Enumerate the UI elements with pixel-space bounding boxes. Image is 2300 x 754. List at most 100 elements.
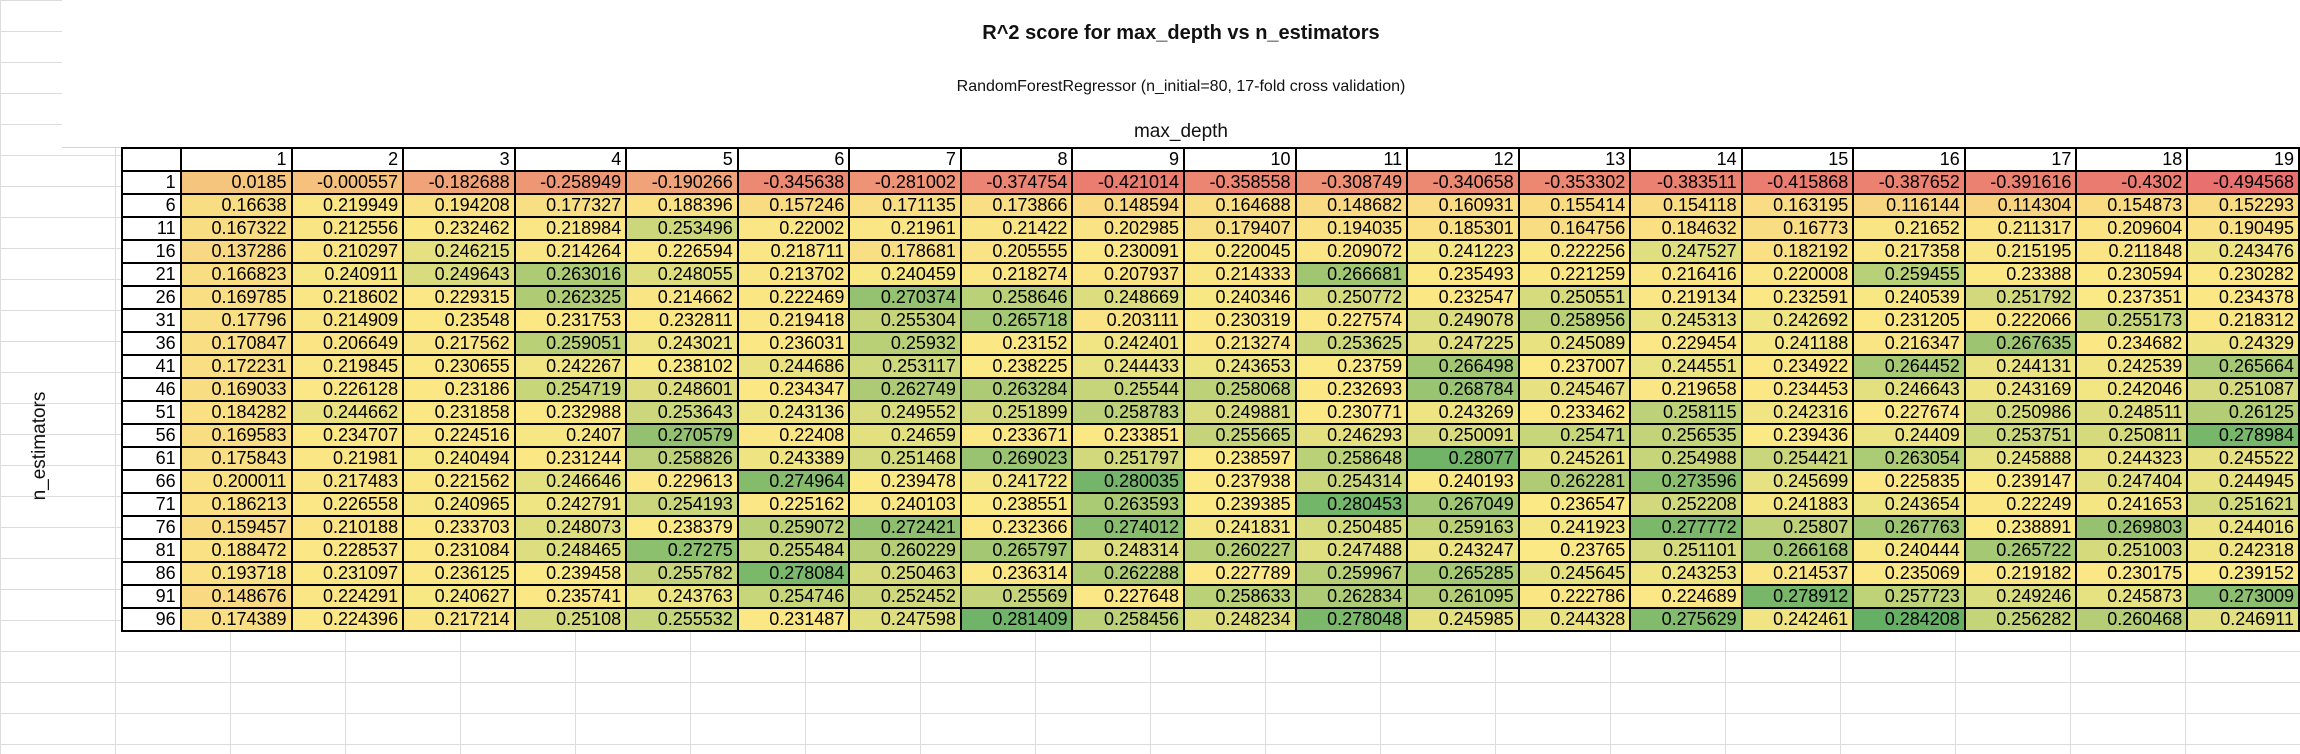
heatmap-cell[interactable]: 0.213274: [1183, 331, 1297, 356]
heatmap-cell[interactable]: 0.241223: [1406, 239, 1520, 264]
heatmap-cell[interactable]: 0.243247: [1406, 538, 1520, 563]
heatmap-cell[interactable]: 0.256282: [1963, 607, 2078, 632]
heatmap-cell[interactable]: -0.421014: [1071, 170, 1186, 195]
heatmap-cell[interactable]: 0.232462: [402, 216, 516, 241]
heatmap-cell[interactable]: 0.219949: [290, 193, 405, 218]
heatmap-cell[interactable]: 0.244323: [2075, 446, 2189, 471]
heatmap-cell[interactable]: 0.255484: [736, 538, 851, 563]
heatmap-cell[interactable]: 0.240911: [290, 262, 405, 287]
heatmap-cell[interactable]: 0.284208: [1852, 607, 1966, 632]
heatmap-cell[interactable]: 0.242539: [2075, 354, 2189, 379]
heatmap-cell[interactable]: 0.278984: [2186, 423, 2300, 448]
heatmap-cell[interactable]: 0.241831: [1183, 515, 1297, 540]
heatmap-cell[interactable]: 0.216347: [1852, 331, 1966, 356]
heatmap-cell[interactable]: 0.25471: [1517, 423, 1632, 448]
heatmap-cell[interactable]: 0.211848: [2075, 239, 2189, 264]
heatmap-cell[interactable]: 0.24409: [1852, 423, 1966, 448]
heatmap-cell[interactable]: 0.242692: [1740, 308, 1855, 333]
heatmap-cell[interactable]: 0.251797: [1071, 446, 1186, 471]
heatmap-cell[interactable]: -0.4302: [2075, 170, 2189, 195]
heatmap-cell[interactable]: 0.209072: [1294, 239, 1409, 264]
heatmap-cell[interactable]: 0.269803: [2075, 515, 2189, 540]
heatmap-cell[interactable]: 0.280035: [1071, 469, 1186, 494]
heatmap-cell[interactable]: 0.202985: [1071, 216, 1186, 241]
heatmap-cell[interactable]: 0.182192: [1740, 239, 1855, 264]
heatmap-cell[interactable]: 0.171135: [848, 193, 962, 218]
heatmap-cell[interactable]: 0.174389: [179, 607, 293, 632]
heatmap-cell[interactable]: 0.157246: [736, 193, 851, 218]
heatmap-cell[interactable]: 0.239385: [1183, 492, 1297, 517]
heatmap-cell[interactable]: 0.251101: [1629, 538, 1743, 563]
heatmap-cell[interactable]: 0.234707: [290, 423, 405, 448]
heatmap-cell[interactable]: 0.248669: [1071, 285, 1186, 310]
heatmap-cell[interactable]: 0.154118: [1629, 193, 1743, 218]
heatmap-cell[interactable]: 0.242318: [2186, 538, 2300, 563]
heatmap-cell[interactable]: 0.159457: [179, 515, 293, 540]
heatmap-cell[interactable]: 0.233462: [1517, 400, 1632, 425]
heatmap-cell[interactable]: 0.2407: [513, 423, 628, 448]
heatmap-cell[interactable]: 0.263054: [1852, 446, 1966, 471]
heatmap-cell[interactable]: 0.246911: [2186, 607, 2300, 632]
heatmap-cell[interactable]: 0.245873: [2075, 584, 2189, 609]
heatmap-cell[interactable]: 0.253751: [1963, 423, 2078, 448]
heatmap-cell[interactable]: 0.229613: [625, 469, 739, 494]
heatmap-cell[interactable]: 0.200011: [179, 469, 293, 494]
heatmap-cell[interactable]: 0.242791: [513, 492, 628, 517]
heatmap-cell[interactable]: 0.245888: [1963, 446, 2078, 471]
heatmap-cell[interactable]: 0.170847: [179, 331, 293, 356]
heatmap-cell[interactable]: 0.233851: [1071, 423, 1186, 448]
heatmap-cell[interactable]: 0.226594: [625, 239, 739, 264]
heatmap-cell[interactable]: 0.251087: [2186, 377, 2300, 402]
heatmap-cell[interactable]: 0.230771: [1294, 400, 1409, 425]
heatmap-cell[interactable]: 0.247404: [2075, 469, 2189, 494]
heatmap-cell[interactable]: 0.190495: [2186, 216, 2300, 241]
heatmap-cell[interactable]: 0.246293: [1294, 423, 1409, 448]
heatmap-cell[interactable]: -0.353302: [1517, 170, 1632, 195]
heatmap-cell[interactable]: 0.254988: [1629, 446, 1743, 471]
heatmap-cell[interactable]: 0.248511: [2075, 400, 2189, 425]
heatmap-cell[interactable]: 0.226558: [290, 492, 405, 517]
heatmap-cell[interactable]: 0.213702: [736, 262, 851, 287]
heatmap-cell[interactable]: 0.137286: [179, 239, 293, 264]
heatmap-cell[interactable]: 0.258648: [1294, 446, 1409, 471]
heatmap-cell[interactable]: 0.249881: [1183, 400, 1297, 425]
heatmap-cell[interactable]: 0.238551: [959, 492, 1074, 517]
heatmap-cell[interactable]: 0.234378: [2186, 285, 2300, 310]
heatmap-cell[interactable]: 0.21961: [848, 216, 962, 241]
heatmap-cell[interactable]: 0.184632: [1629, 216, 1743, 241]
heatmap-cell[interactable]: 0.23548: [402, 308, 516, 333]
heatmap-cell[interactable]: 0.23759: [1294, 354, 1409, 379]
heatmap-cell[interactable]: 0.114304: [1963, 193, 2078, 218]
heatmap-cell[interactable]: 0.231487: [736, 607, 851, 632]
heatmap-cell[interactable]: 0.258646: [959, 285, 1074, 310]
heatmap-cell[interactable]: 0.252452: [848, 584, 962, 609]
heatmap-cell[interactable]: 0.260227: [1183, 538, 1297, 563]
heatmap-cell[interactable]: 0.245261: [1517, 446, 1632, 471]
heatmap-cell[interactable]: 0.258068: [1183, 377, 1297, 402]
heatmap-cell[interactable]: 0.278084: [736, 561, 851, 586]
heatmap-cell[interactable]: 0.22249: [1963, 492, 2078, 517]
heatmap-cell[interactable]: -0.258949: [513, 170, 628, 195]
heatmap-cell[interactable]: 0.220045: [1183, 239, 1297, 264]
heatmap-cell[interactable]: 0.264452: [1852, 354, 1966, 379]
heatmap-cell[interactable]: 0.25807: [1740, 515, 1855, 540]
heatmap-cell[interactable]: 0.275629: [1629, 607, 1743, 632]
heatmap-cell[interactable]: 0.249552: [848, 400, 962, 425]
heatmap-cell[interactable]: 0.248314: [1071, 538, 1186, 563]
heatmap-cell[interactable]: 0.240539: [1852, 285, 1966, 310]
heatmap-cell[interactable]: 0.235741: [513, 584, 628, 609]
heatmap-cell[interactable]: 0.207937: [1071, 262, 1186, 287]
heatmap-cell[interactable]: 0.259072: [736, 515, 851, 540]
heatmap-cell[interactable]: 0.265718: [959, 308, 1074, 333]
heatmap-cell[interactable]: 0.221562: [402, 469, 516, 494]
heatmap-cell[interactable]: -0.190266: [625, 170, 739, 195]
heatmap-cell[interactable]: 0.278912: [1740, 584, 1855, 609]
heatmap-cell[interactable]: 0.239478: [848, 469, 962, 494]
heatmap-cell[interactable]: 0.242316: [1740, 400, 1855, 425]
heatmap-cell[interactable]: 0.267763: [1852, 515, 1966, 540]
heatmap-cell[interactable]: 0.240444: [1852, 538, 1966, 563]
heatmap-cell[interactable]: 0.24659: [848, 423, 962, 448]
heatmap-cell[interactable]: 0.245645: [1517, 561, 1632, 586]
heatmap-cell[interactable]: 0.242461: [1740, 607, 1855, 632]
heatmap-cell[interactable]: 0.243653: [1183, 354, 1297, 379]
